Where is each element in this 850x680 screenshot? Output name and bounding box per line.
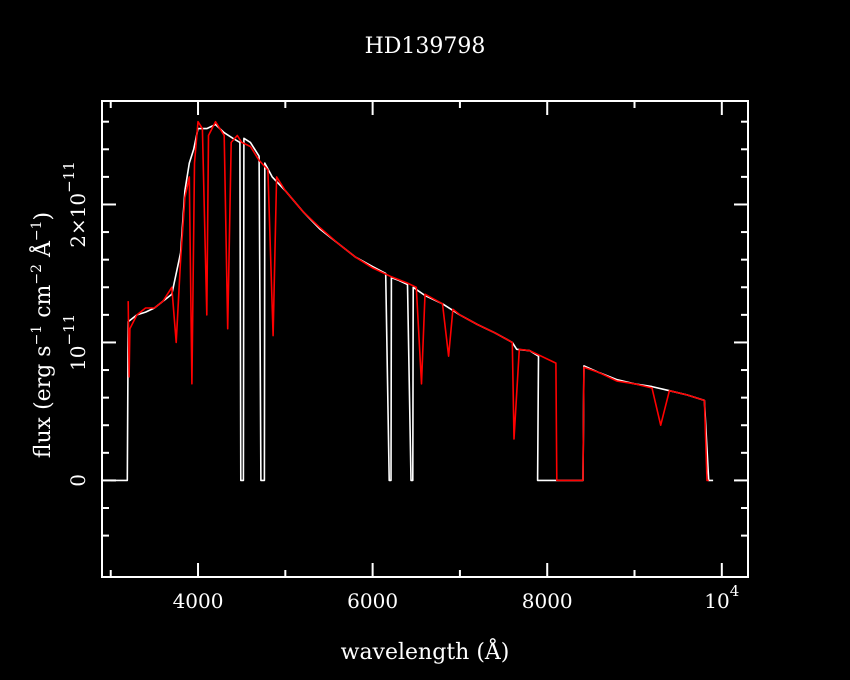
x-tick-label: 6000 xyxy=(347,589,398,613)
y-tick-label: 0 xyxy=(66,474,90,487)
y-axis-label: flux (erg s−1 cm−2 Å−1) xyxy=(28,212,56,458)
y-label-mid2: Å xyxy=(28,240,56,264)
y-tick-label-sup: −11 xyxy=(60,161,78,193)
y-label-sup1: −1 xyxy=(29,325,45,346)
x-tick-label: 4000 xyxy=(173,589,224,613)
y-label-sup3: −1 xyxy=(29,220,45,241)
x-tick-label-sup: 4 xyxy=(730,582,740,600)
y-label-post: ) xyxy=(31,212,56,221)
y-label-pre: flux (erg s xyxy=(31,345,56,458)
series-layer xyxy=(110,120,714,482)
series-red-line xyxy=(127,120,709,482)
x-axis-label: wavelength (Å) xyxy=(341,637,510,665)
x-tick-label: 8000 xyxy=(522,589,573,613)
y-tick-label-sup: −11 xyxy=(60,314,78,346)
plot-frame xyxy=(101,100,749,578)
y-label-mid1: cm xyxy=(31,284,56,324)
chart-title: HD139798 xyxy=(365,34,486,59)
y-label-sup2: −2 xyxy=(29,264,45,285)
